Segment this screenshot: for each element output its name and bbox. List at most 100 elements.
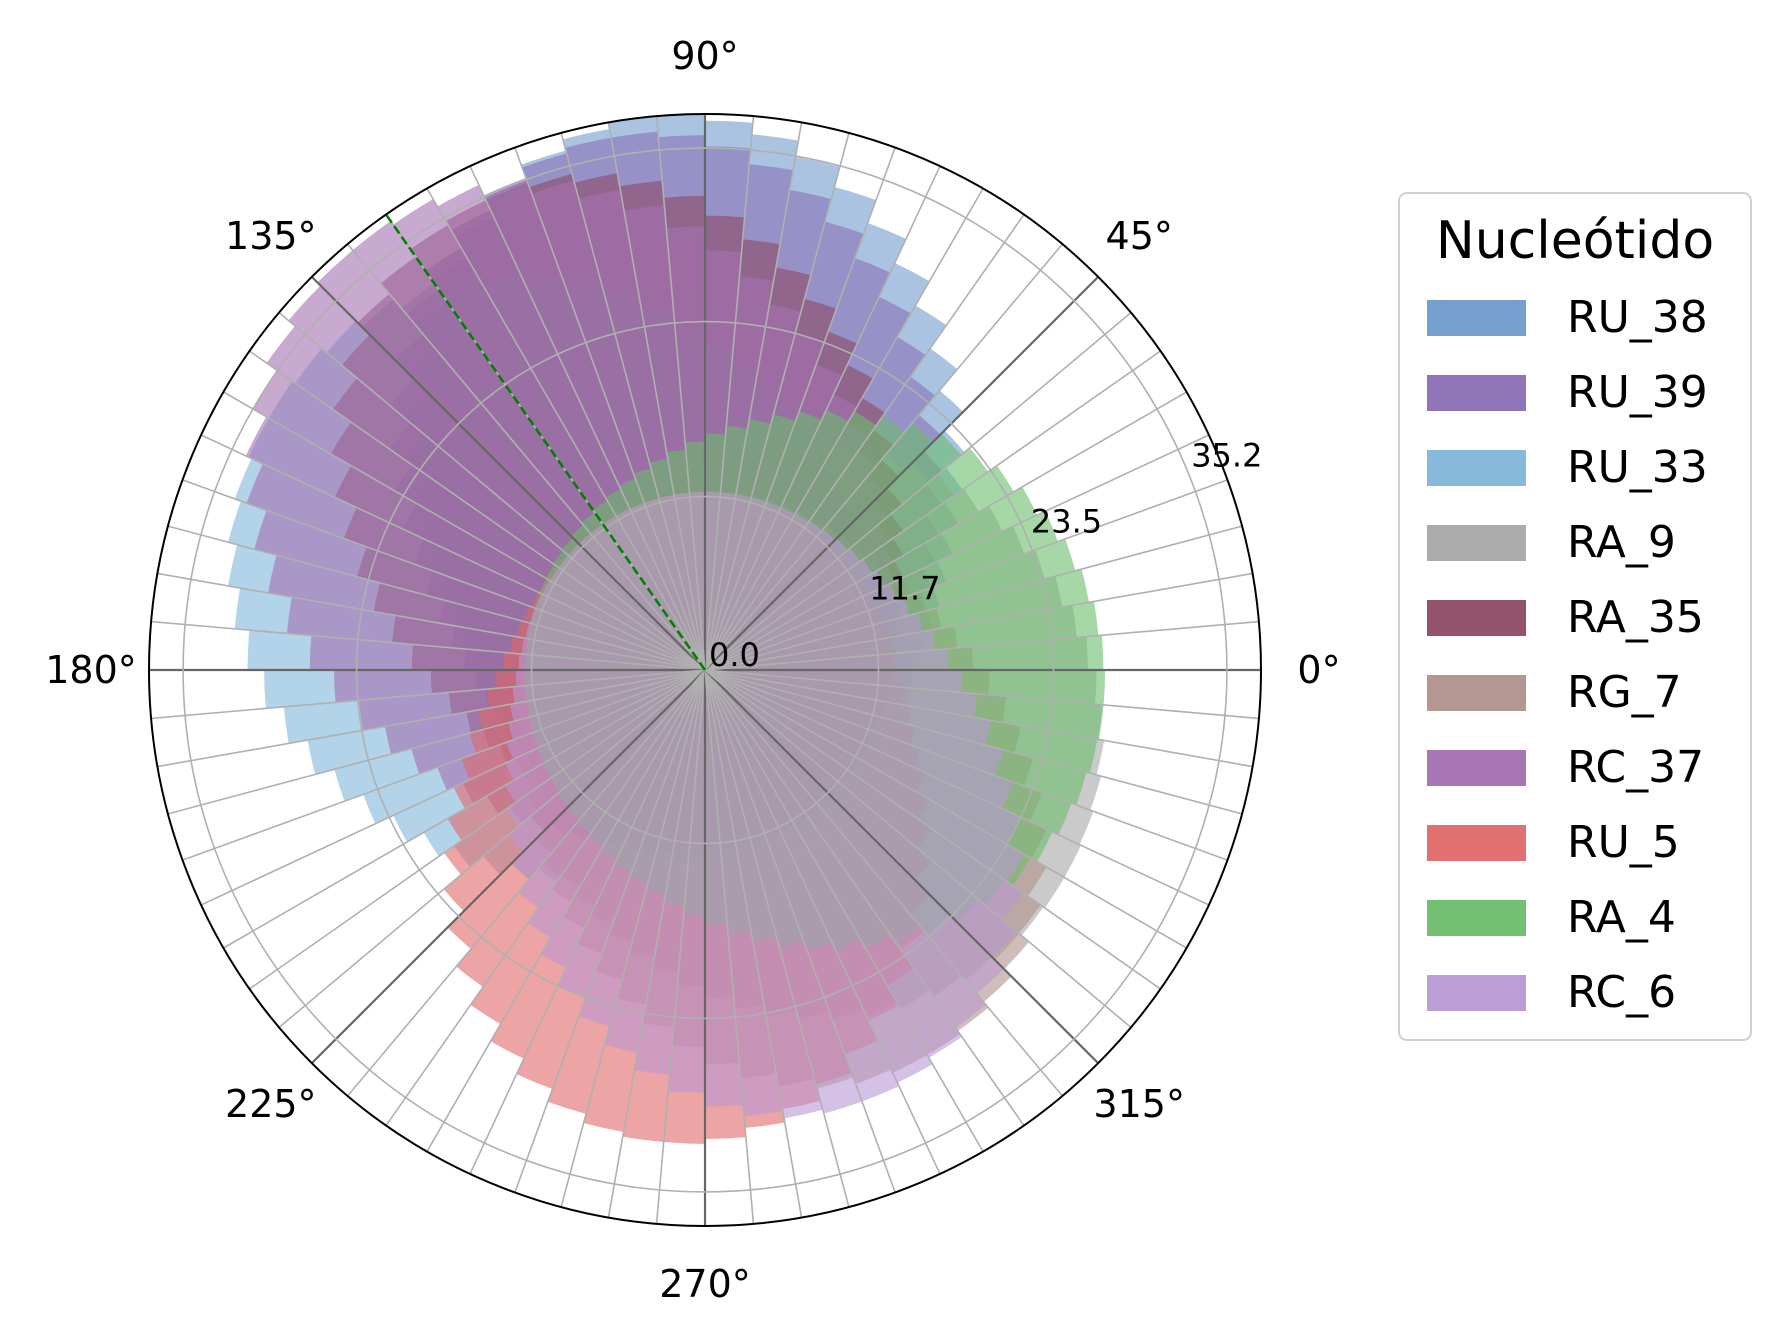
angle-gridline [167,525,706,671]
bar [505,670,705,827]
radial-gridline [530,495,880,845]
radial-tick-label: 0.0 [709,636,760,674]
angle-gridline [469,669,706,1175]
angle-gridline [560,132,706,671]
angle-gridline [704,669,1228,861]
legend-swatch [1427,375,1526,411]
angle-gridline [249,669,706,990]
bar [578,533,705,670]
bar [705,670,986,1028]
angle-gridline [426,669,706,1152]
angle-gridline [704,669,1025,1126]
angle-gridline [249,350,706,671]
angle-gridline [704,165,941,671]
bar [527,670,705,938]
angle-gridline [704,669,1253,768]
legend-label: RC_6 [1567,967,1676,1018]
angle-gridline [704,147,896,671]
angle-gridline [655,116,706,671]
radial-tick-label: 23.5 [1031,503,1102,541]
angle-tick-label: 225° [225,1082,317,1126]
bar [705,670,1004,994]
legend-label: RU_5 [1567,817,1680,868]
angle-gridline [704,669,1210,906]
bar [590,524,705,670]
angle-gridline [704,572,1253,671]
legend-label: RA_4 [1567,892,1676,943]
legend-swatch [1427,975,1526,1011]
bar [705,529,836,670]
angle-gridline [704,188,984,671]
angle-gridline [704,116,755,671]
angle-gridline [346,243,706,671]
legend-swatch [1427,750,1526,786]
radial-gridline [182,147,1228,1193]
bar [705,670,1021,845]
legend-label: RU_38 [1567,292,1708,343]
angle-gridline [514,669,706,1193]
legend-swatch [1427,600,1526,636]
angle-gridline [704,350,1161,671]
legend-swatch [1427,675,1526,711]
bar [705,670,933,1083]
angle-gridline [151,620,706,671]
bar [705,559,873,670]
angle-gridline [704,311,1132,671]
bar [705,570,885,670]
angle-gridline [704,243,1064,671]
angle-gridline [704,214,1025,671]
legend-label: RU_33 [1567,442,1708,493]
legend-swatch [1427,900,1526,936]
bar [705,670,1017,958]
angle-gridline [182,669,706,861]
bar [542,580,705,670]
angle-gridline [704,434,1210,671]
bar [705,513,809,670]
angle-tick-label: 90° [671,34,738,78]
angle-gridline [704,525,1243,671]
angle-gridline [157,572,706,671]
angle-gridline [704,669,1064,1097]
angle-gridline [704,669,896,1193]
bar [705,506,796,670]
angle-gridline [560,669,706,1208]
reference-line-layer [385,213,707,671]
legend-title: Nucleótido [1436,211,1714,271]
angle-gridline [607,669,706,1218]
legend-label: RA_9 [1567,517,1676,568]
legend-label: RG_7 [1567,667,1682,718]
angle-gridline [704,669,755,1224]
bar [504,670,705,803]
angle-gridline [704,669,803,1218]
legend-label: RA_35 [1567,592,1704,643]
angle-gridline [346,669,706,1097]
angle-tick-label: 45° [1106,214,1173,258]
angle-gridline [704,132,850,671]
angle-gridline [514,147,706,671]
angle-gridline [182,479,706,671]
angle-gridline [426,188,706,671]
angle-gridline [157,669,706,768]
bar [705,670,1025,882]
angle-gridline [151,669,706,720]
angle-gridline [704,669,1161,990]
major-angle-gridline [704,276,1099,671]
angle-gridline [704,669,1259,720]
polar-frame [148,113,1262,1227]
angle-gridline [278,311,706,671]
bar [705,538,848,670]
angle-gridline [704,620,1259,671]
angle-tick-label: 135° [225,214,317,258]
bar [518,670,705,908]
bar [705,520,823,670]
tick-labels-layer: 0° 45° 90° 135° 180° 225° 270° 315° 0.0 11.7 23.5 3… [45,34,1340,1306]
bar [705,670,900,1102]
legend-swatch [1427,525,1526,561]
angle-gridline [200,434,706,671]
bar [578,670,705,1026]
bar [507,670,705,852]
angle-gridline [655,669,706,1224]
angle-gridline [200,669,706,906]
angle-tick-label: 315° [1093,1082,1185,1126]
